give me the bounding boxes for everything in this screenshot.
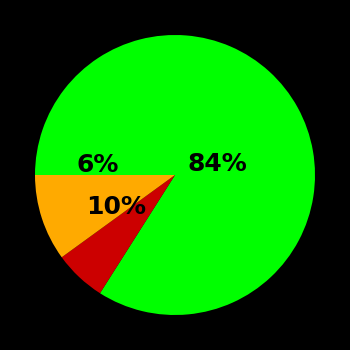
Wedge shape: [35, 35, 315, 315]
Text: 6%: 6%: [77, 153, 119, 177]
Wedge shape: [35, 175, 175, 257]
Text: 84%: 84%: [187, 152, 247, 176]
Text: 10%: 10%: [86, 195, 146, 219]
Wedge shape: [62, 175, 175, 293]
